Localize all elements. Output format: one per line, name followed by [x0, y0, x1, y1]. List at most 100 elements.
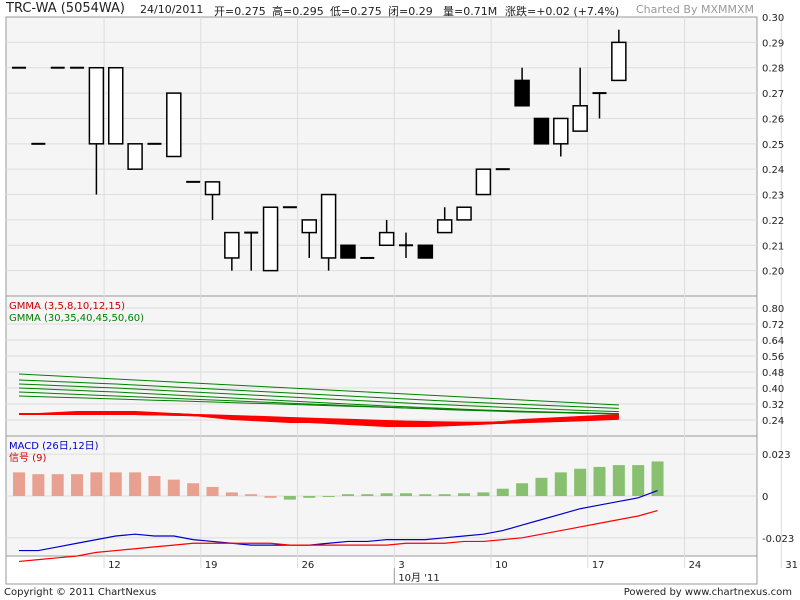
x-tick-label: 17	[592, 560, 605, 571]
gmma-long-line	[18, 373, 619, 406]
price-tick-label: 0.20	[762, 267, 784, 278]
x-tick-label: 12	[108, 560, 121, 571]
price-tick-label: 0.30	[762, 13, 784, 24]
x-tick-label: 26	[302, 560, 315, 571]
macd-hist-bar	[264, 496, 277, 498]
stock-chart: 0.30 0.29 0.28 0.27 0.26 0.25 0.24 0.23 0.22 0.21…	[5, 13, 798, 585]
grid-lines	[6, 17, 782, 568]
macd-hist-bar	[245, 494, 258, 496]
macd-hist-bar	[167, 479, 180, 496]
macd-hist-bar	[419, 494, 432, 496]
macd-line	[19, 489, 658, 552]
macd-hist-bar	[187, 483, 200, 496]
gmma-axis: 0.80 0.72 0.64 0.56 0.48 0.40 0.32 0.24	[762, 304, 784, 427]
candle-body	[572, 105, 588, 132]
price-tick-label: 0.28	[762, 64, 784, 75]
macd-hist-bar	[148, 476, 161, 496]
macd-hist-bar	[225, 492, 238, 496]
candle-body	[301, 219, 317, 234]
low-value: 低=0.275	[330, 5, 382, 18]
footer-bar: Copyright © 2011 ChartNexus Powered by w…	[0, 585, 800, 600]
date-label: 24/10/2011	[140, 3, 204, 16]
price-tick-label: 0.27	[762, 89, 784, 100]
macd-hist-bar	[516, 483, 529, 496]
change-value: 涨跌=+0.02 (+7.4%)	[505, 5, 620, 18]
macd-hist-bar	[380, 493, 393, 496]
macd-hist-bar	[651, 461, 664, 496]
gmma-tick-label: 0.24	[762, 416, 784, 427]
candle-body	[417, 244, 434, 259]
macd-hist-bar	[71, 474, 84, 496]
price-tick-label: 0.26	[762, 114, 784, 125]
ticker-label: TRC-WA (5054WA)	[6, 1, 125, 16]
macd-hist-bar	[400, 493, 412, 496]
gmma-short-line	[19, 413, 619, 424]
candle-body	[127, 143, 143, 170]
x-tick-label: 3	[398, 560, 404, 571]
price-tick-label: 0.23	[762, 191, 784, 202]
candle-body	[320, 193, 337, 259]
gmma-long-line	[18, 383, 619, 413]
macd-hist-bar	[612, 465, 625, 496]
candle-body	[533, 117, 550, 145]
macd-hist-bar	[51, 474, 64, 496]
macd-hist-bar	[32, 474, 45, 496]
price-tick-label: 0.25	[762, 140, 784, 151]
candle-body	[456, 206, 472, 221]
header-bar: TRC-WA (5054WA) 24/10/2011 开=0.275 高=0.2…	[0, 0, 800, 18]
macd-tick-label: -0.023	[762, 534, 794, 545]
high-value: 高=0.295	[272, 5, 324, 18]
signal-legend: 信号 (9)	[9, 452, 46, 464]
x-tick-label: 10	[495, 560, 508, 571]
gmma-tick-label: 0.72	[762, 320, 784, 331]
price-tick-label: 0.29	[762, 38, 784, 49]
macd-hist-bar	[361, 494, 374, 496]
price-tick-label: 0.21	[762, 241, 784, 252]
candle-body	[611, 41, 627, 82]
macd-hist-bar	[303, 496, 316, 498]
gmma-tick-label: 0.48	[762, 368, 784, 379]
price-tick-label: 0.24	[762, 165, 784, 176]
macd-hist-bar	[496, 488, 509, 496]
gmma-short-legend: GMMA (3,5,8,10,12,15)	[9, 301, 125, 312]
gmma-long-line	[18, 395, 619, 415]
candle-body	[340, 244, 356, 259]
macd-hist-bar	[458, 493, 471, 496]
x-tick-label: 31	[785, 560, 798, 571]
candle-body	[108, 66, 124, 145]
candle-body	[514, 79, 530, 107]
macd-hist-bar	[593, 466, 606, 496]
candle-body	[436, 219, 453, 234]
volume-value: 量=0.71M	[443, 5, 498, 18]
macd-hist-bar	[438, 494, 451, 496]
charted-by-label: Charted By MXMMXM	[635, 3, 754, 16]
macd-hist-bar	[322, 496, 335, 497]
macd-tick-label: 0	[762, 492, 768, 503]
macd-hist-bar	[535, 477, 548, 496]
macd-hist-bar	[554, 472, 567, 496]
gmma-tick-label: 0.32	[762, 400, 784, 411]
macd-hist-bar	[90, 472, 103, 496]
macd-legend: MACD (26日,12日)	[9, 441, 99, 452]
price-tick-label: 0.22	[762, 216, 784, 227]
price-axis: 0.30 0.29 0.28 0.27 0.26 0.25 0.24 0.23 0.22 0.21…	[762, 13, 784, 278]
powered-by-link[interactable]: Powered by www.chartnexus.com	[623, 587, 792, 598]
macd-axis: 0.023 0 -0.023	[762, 450, 794, 545]
x-axis-panel	[5, 555, 758, 585]
close-value: 闭=0.29	[388, 5, 433, 18]
macd-tick-label: 0.023	[762, 450, 791, 461]
macd-hist-bar	[574, 468, 587, 496]
macd-series	[18, 489, 658, 563]
gmma-tick-label: 0.64	[762, 336, 784, 347]
macd-hist-bar	[341, 494, 354, 496]
candle-body	[204, 181, 221, 196]
macd-hist-bar	[129, 472, 142, 496]
candle-body	[262, 206, 279, 272]
candle-body	[553, 117, 569, 145]
month-label: 10月 '11	[398, 572, 439, 584]
x-tick-label: 24	[689, 560, 702, 571]
macd-hist-bar	[477, 492, 490, 496]
candlestick-series	[12, 29, 627, 272]
open-value: 开=0.275	[214, 5, 266, 18]
